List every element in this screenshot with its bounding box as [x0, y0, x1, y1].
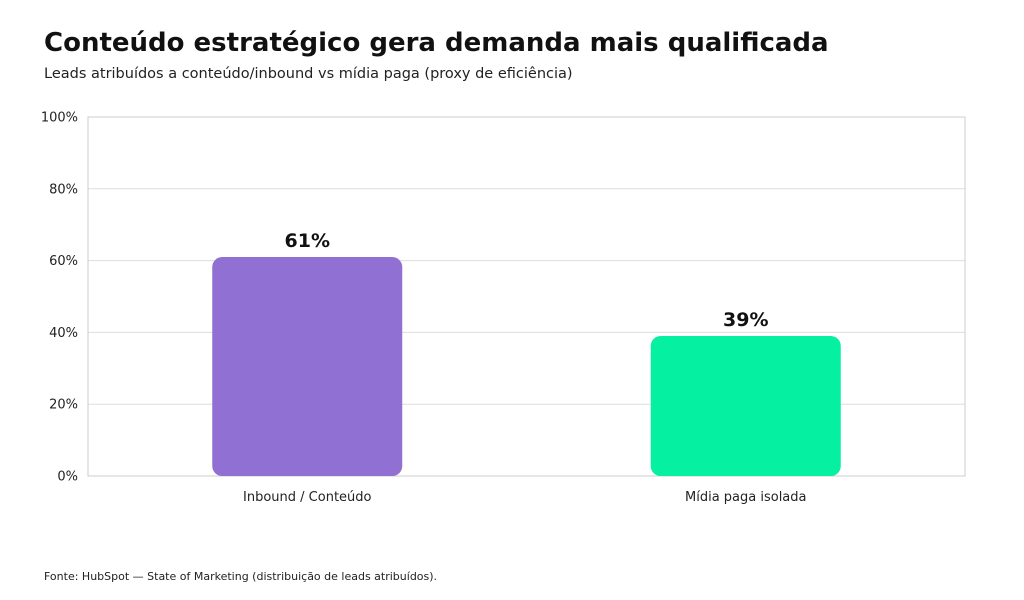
y-tick-label: 20% [49, 398, 78, 413]
plot-frame [87, 116, 966, 477]
bar-1 [212, 257, 403, 476]
bars [212, 257, 841, 476]
data-labels: 61% 39% [285, 230, 769, 331]
y-tick-label: 80% [49, 182, 78, 197]
x-category-label-2: Mídia paga isolada [685, 490, 807, 505]
y-tick-label: 0% [57, 470, 78, 485]
x-category-label-1: Inbound / Conteúdo [243, 490, 372, 505]
bar-2 [650, 335, 841, 476]
y-tick-label: 100% [41, 111, 78, 126]
x-axis-labels: Inbound / Conteúdo Mídia paga isolada [243, 490, 806, 505]
y-tick-label: 40% [49, 326, 78, 341]
data-label-1: 61% [285, 230, 330, 252]
y-tick-label: 60% [49, 254, 78, 269]
chart-subtitle: Leads atribuídos a conteúdo/inbound vs m… [44, 66, 573, 82]
source-note: Fonte: HubSpot — State of Marketing (dis… [44, 570, 438, 583]
data-label-2: 39% [723, 309, 768, 331]
y-axis-ticks: 0% 20% 40% 60% 80% 100% [41, 111, 78, 485]
chart-title: Conteúdo estratégico gera demanda mais q… [44, 28, 829, 58]
